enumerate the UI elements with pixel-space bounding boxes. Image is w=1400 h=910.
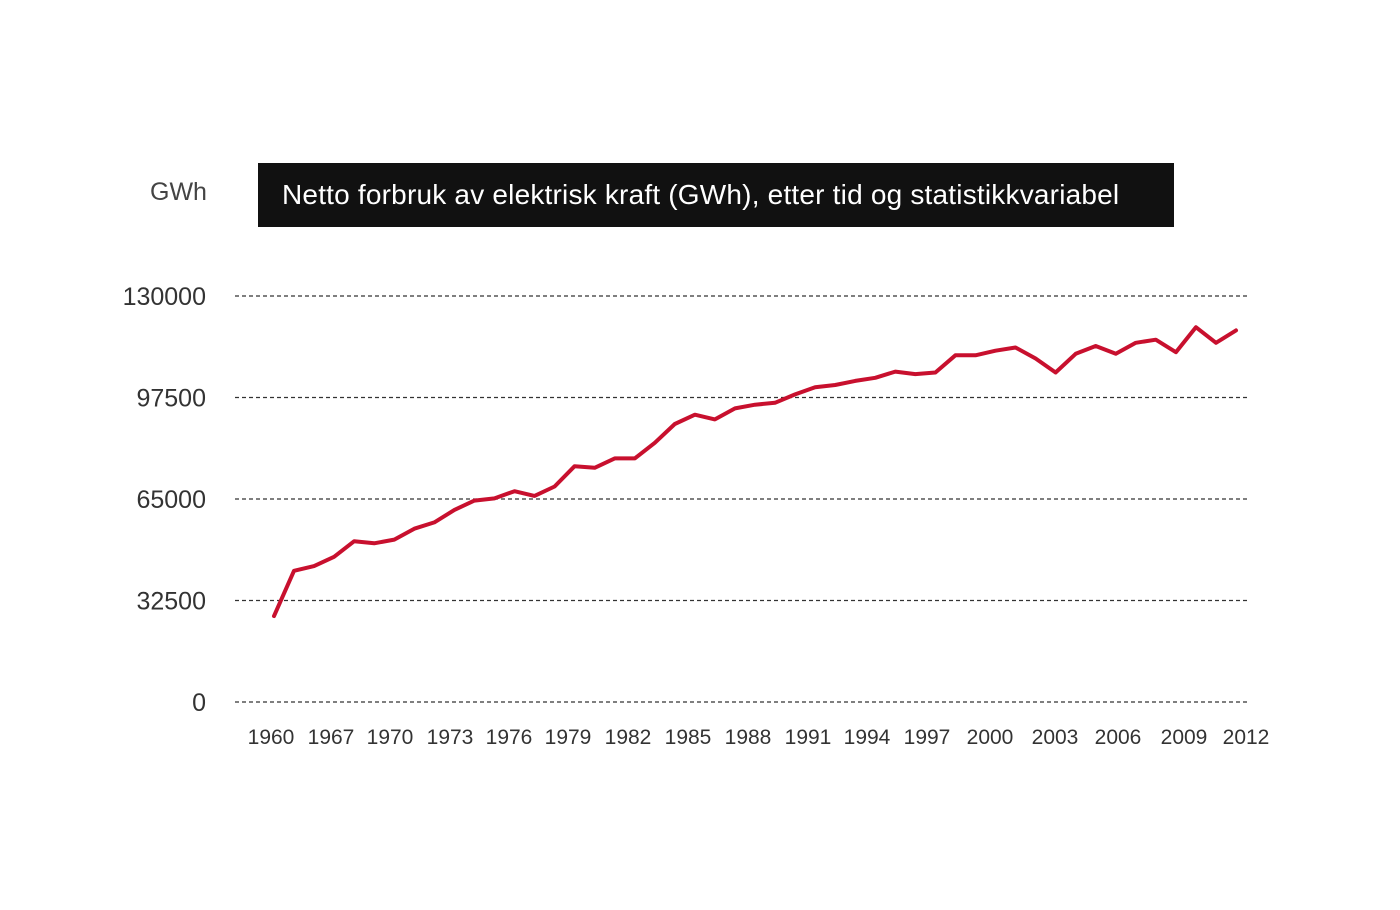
data-point <box>1214 341 1218 345</box>
data-point <box>1014 346 1017 349</box>
x-tick-label: 2009 <box>1161 726 1208 749</box>
data-point <box>653 441 657 445</box>
data-point <box>432 520 436 524</box>
data-point <box>312 564 316 568</box>
data-point <box>853 379 857 383</box>
y-tick-label: 97500 <box>136 385 206 413</box>
data-point <box>833 383 837 387</box>
x-tick-label: 2006 <box>1095 726 1142 749</box>
data-point <box>272 614 276 618</box>
data-point <box>1174 350 1178 354</box>
data-point <box>513 489 516 493</box>
chart-title: Netto forbruk av elektrisk kraft (GWh), … <box>258 163 1174 227</box>
x-tick-label: 1979 <box>545 726 592 749</box>
chart-title-text: Netto forbruk av elektrisk kraft (GWh), … <box>282 179 1120 210</box>
data-point <box>793 392 797 396</box>
data-point <box>613 456 617 460</box>
data-point <box>392 538 396 542</box>
x-tick-label: 1976 <box>486 726 533 749</box>
data-point <box>633 456 637 460</box>
data-point <box>553 485 557 488</box>
x-tick-label: 1997 <box>904 726 951 749</box>
data-point <box>1074 352 1078 356</box>
x-tick-label: 2000 <box>967 726 1014 749</box>
x-tick-label: 1982 <box>605 726 652 749</box>
data-point <box>1234 328 1238 332</box>
data-point <box>1114 352 1118 356</box>
data-point <box>472 499 476 503</box>
data-point <box>773 401 777 405</box>
y-tick-label: 130000 <box>123 283 206 311</box>
data-point <box>1134 341 1138 345</box>
data-point <box>1034 357 1038 360</box>
data-point <box>352 539 356 543</box>
data-point <box>452 508 456 512</box>
y-tick-label: 32500 <box>136 588 206 616</box>
data-point <box>753 403 757 407</box>
data-point <box>994 349 997 353</box>
series-line <box>272 325 1238 619</box>
data-point <box>593 466 597 470</box>
x-tick-label: 1970 <box>367 726 414 749</box>
x-tick-label: 2003 <box>1032 726 1079 749</box>
data-point <box>1154 338 1158 342</box>
data-point <box>873 376 877 380</box>
data-point <box>933 371 937 374</box>
data-point <box>1094 344 1098 348</box>
data-point <box>673 422 677 426</box>
data-point <box>693 413 697 417</box>
x-tick-label: 2012 <box>1223 726 1270 749</box>
data-point <box>733 406 737 410</box>
data-point <box>372 541 376 545</box>
data-point <box>332 555 336 559</box>
x-tick-label: 1994 <box>844 726 891 749</box>
x-tick-label: 1985 <box>665 726 712 749</box>
x-tick-label: 1973 <box>427 726 474 749</box>
data-point <box>813 385 817 389</box>
y-tick-label: 65000 <box>136 486 206 514</box>
data-point <box>913 372 917 376</box>
data-point <box>953 353 957 357</box>
x-tick-label: 1960 <box>248 726 295 749</box>
data-point <box>292 569 296 573</box>
data-point <box>713 417 717 421</box>
y-axis-unit-label: GWh <box>150 178 207 206</box>
data-point <box>974 353 977 357</box>
data-point <box>1054 371 1058 374</box>
x-tick-label: 1967 <box>308 726 355 749</box>
data-point <box>412 527 416 531</box>
data-point <box>493 496 496 500</box>
data-point <box>573 464 577 468</box>
data-point <box>893 370 897 374</box>
data-point <box>533 494 536 498</box>
x-tick-label: 1991 <box>785 726 832 749</box>
y-tick-label: 0 <box>192 689 206 717</box>
data-point <box>1194 325 1198 329</box>
x-tick-label: 1988 <box>725 726 772 749</box>
